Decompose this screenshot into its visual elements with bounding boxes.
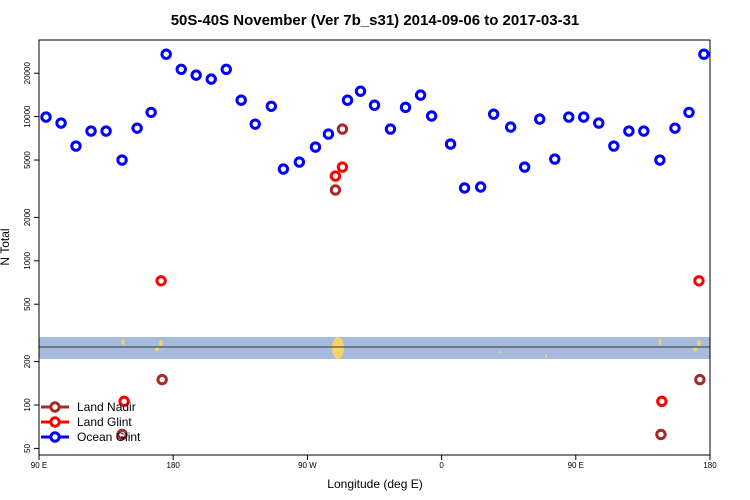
y-tick-label: 100	[23, 398, 32, 412]
point	[145, 106, 157, 119]
point	[655, 428, 667, 441]
point	[329, 170, 342, 182]
point	[474, 181, 487, 193]
point	[563, 111, 575, 123]
point	[235, 94, 247, 106]
plot-frame	[38, 39, 711, 456]
point	[698, 48, 710, 60]
point	[220, 63, 232, 75]
point	[693, 275, 705, 287]
point	[322, 128, 335, 140]
point	[549, 153, 561, 165]
point	[155, 275, 167, 287]
y-tick-label: 50	[23, 443, 32, 452]
point	[249, 118, 261, 130]
point	[336, 161, 349, 173]
point	[156, 373, 168, 386]
y-tick-label: 20000	[23, 62, 32, 85]
point	[399, 101, 412, 114]
x-tick-label: 90 E	[568, 461, 584, 470]
point	[190, 69, 202, 81]
point	[518, 161, 531, 173]
point	[608, 140, 620, 152]
point	[70, 140, 82, 152]
x-tick-label: 90 W	[298, 461, 317, 470]
point	[458, 182, 471, 194]
legend-marker	[49, 416, 61, 428]
y-tick-label: 200	[23, 354, 32, 368]
legend-label: Ocean Glint	[77, 430, 141, 444]
point	[85, 125, 97, 137]
point	[656, 395, 668, 408]
point	[354, 85, 367, 97]
y-tick-label: 1000	[23, 251, 32, 269]
point	[175, 63, 187, 75]
point	[116, 154, 128, 166]
land-mask-strip	[39, 337, 710, 359]
point	[40, 111, 52, 123]
x-tick-label: 90 E	[31, 461, 47, 470]
point	[414, 89, 427, 101]
point	[205, 73, 217, 85]
legend-marker	[49, 431, 61, 443]
y-tick-label: 2000	[23, 208, 32, 226]
point	[683, 106, 695, 119]
point	[578, 111, 590, 123]
y-tick-label: 5000	[23, 151, 32, 169]
point	[336, 123, 349, 135]
point	[118, 395, 130, 408]
legend-label: Land Nadir	[77, 400, 136, 414]
point	[487, 108, 500, 120]
x-tick-label: 180	[703, 461, 717, 470]
strip-band	[39, 337, 710, 359]
point	[623, 125, 635, 137]
point	[160, 48, 172, 60]
point	[100, 125, 112, 137]
point	[116, 428, 128, 441]
point	[638, 125, 650, 137]
point	[329, 184, 342, 196]
point	[55, 117, 67, 129]
x-axis-label: Longitude (deg E)	[327, 477, 422, 491]
y-axis-label: N Total	[0, 228, 12, 265]
x-tick-label: 0	[439, 461, 444, 470]
point	[654, 154, 666, 166]
point	[293, 156, 306, 168]
point	[425, 110, 438, 122]
point	[593, 117, 605, 129]
point	[131, 122, 143, 134]
y-tick-label: 10000	[23, 105, 32, 128]
point	[368, 99, 381, 111]
point	[504, 121, 517, 133]
point	[265, 100, 278, 112]
chart-title: 50S-40S November (Ver 7b_s31) 2014-09-06…	[171, 12, 580, 29]
point	[694, 373, 706, 386]
point	[444, 138, 457, 150]
point	[669, 122, 681, 134]
strip-land	[121, 337, 701, 359]
legend-marker	[49, 401, 61, 413]
point	[277, 163, 290, 175]
point	[341, 94, 354, 106]
x-tick-label: 180	[167, 461, 181, 470]
point	[534, 113, 546, 125]
point	[384, 123, 397, 135]
y-tick-label: 500	[23, 297, 32, 311]
legend-label: Land Glint	[77, 415, 132, 429]
point	[309, 141, 322, 153]
